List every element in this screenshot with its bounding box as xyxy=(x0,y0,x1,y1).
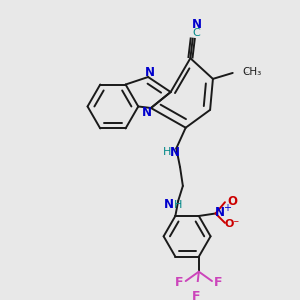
Text: +: + xyxy=(223,203,231,213)
Text: O: O xyxy=(227,195,238,208)
Text: N: N xyxy=(145,66,155,79)
Text: H: H xyxy=(163,147,171,157)
Text: N: N xyxy=(142,106,152,119)
Text: CH₃: CH₃ xyxy=(242,67,261,77)
Text: N: N xyxy=(215,206,225,219)
Text: N: N xyxy=(192,18,202,31)
Text: H: H xyxy=(174,200,182,210)
Text: N: N xyxy=(169,146,179,159)
Text: F: F xyxy=(192,290,200,300)
Text: O⁻: O⁻ xyxy=(225,219,240,229)
Text: F: F xyxy=(214,276,223,290)
Text: N: N xyxy=(164,198,174,211)
Text: C: C xyxy=(193,28,200,38)
Text: F: F xyxy=(175,276,183,290)
Text: methyl: methyl xyxy=(243,71,248,73)
